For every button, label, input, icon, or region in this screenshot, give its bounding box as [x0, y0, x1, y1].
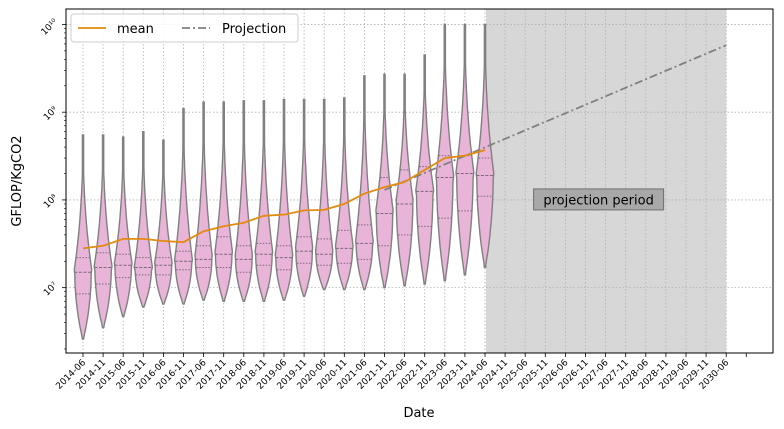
mean-line — [82, 149, 486, 250]
violin-2021-06 — [354, 75, 374, 291]
violin-2020-11 — [334, 97, 354, 291]
violin-2024-06 — [475, 23, 495, 269]
violin-2020-06 — [314, 98, 334, 291]
violin-2017-11 — [214, 101, 234, 302]
legend: mean Projection — [70, 13, 299, 43]
y-tick-label: 10¹⁰ — [40, 17, 61, 38]
legend-projection-label: Projection — [222, 22, 286, 37]
legend-mean-label: mean — [117, 22, 154, 37]
violin-2017-06 — [194, 101, 213, 301]
violin-2016-06 — [153, 139, 173, 305]
y-tick-label: 10⁷ — [42, 280, 60, 298]
annotation-text: projection period — [543, 193, 653, 208]
x-axis-label: Date — [403, 406, 434, 421]
projection-line — [384, 44, 727, 191]
y-axis-label: GFLOP/KgCO2 — [10, 135, 25, 226]
violin-2014-06 — [73, 134, 93, 340]
annotation-box — [533, 188, 665, 211]
violin-2019-06 — [274, 98, 294, 301]
violin-2014-11 — [93, 134, 113, 329]
violin-2015-06 — [113, 136, 133, 318]
y-tick-label: 10⁸ — [42, 193, 60, 211]
plot-frame — [65, 8, 774, 354]
violin-2015-11 — [133, 130, 154, 308]
violin-2023-11 — [455, 23, 475, 276]
violin-2019-11 — [294, 98, 314, 297]
y-tick-label: 10⁹ — [42, 105, 60, 123]
violin-2023-06 — [435, 23, 455, 282]
violin-2018-11 — [254, 100, 274, 302]
violin-2021-11 — [375, 73, 394, 289]
violin-2022-06 — [395, 73, 414, 287]
violin-2018-06 — [234, 100, 254, 302]
